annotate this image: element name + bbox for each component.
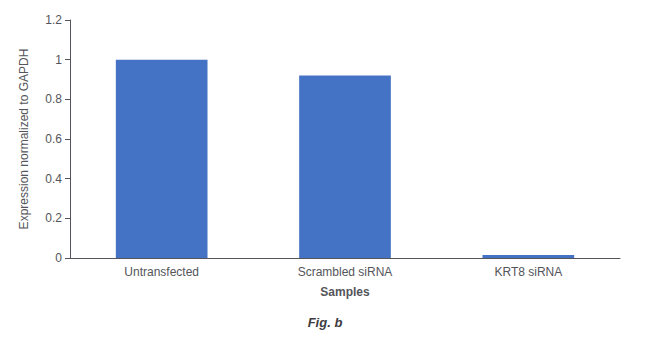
svg-text:1.2: 1.2: [45, 13, 62, 27]
svg-text:Expression normalized to GAPDH: Expression normalized to GAPDH: [17, 49, 31, 230]
svg-text:0.6: 0.6: [45, 132, 62, 146]
svg-text:0.4: 0.4: [45, 172, 62, 186]
svg-text:Scrambled siRNA: Scrambled siRNA: [298, 265, 393, 279]
svg-text:0: 0: [55, 251, 62, 265]
svg-text:Fig. b: Fig. b: [308, 315, 343, 330]
svg-text:KRT8 siRNA: KRT8 siRNA: [494, 265, 562, 279]
svg-text:0.8: 0.8: [45, 92, 62, 106]
svg-text:Untransfected: Untransfected: [124, 265, 199, 279]
svg-text:Samples: Samples: [320, 285, 370, 299]
svg-text:1: 1: [55, 53, 62, 67]
svg-text:0.2: 0.2: [45, 211, 62, 225]
